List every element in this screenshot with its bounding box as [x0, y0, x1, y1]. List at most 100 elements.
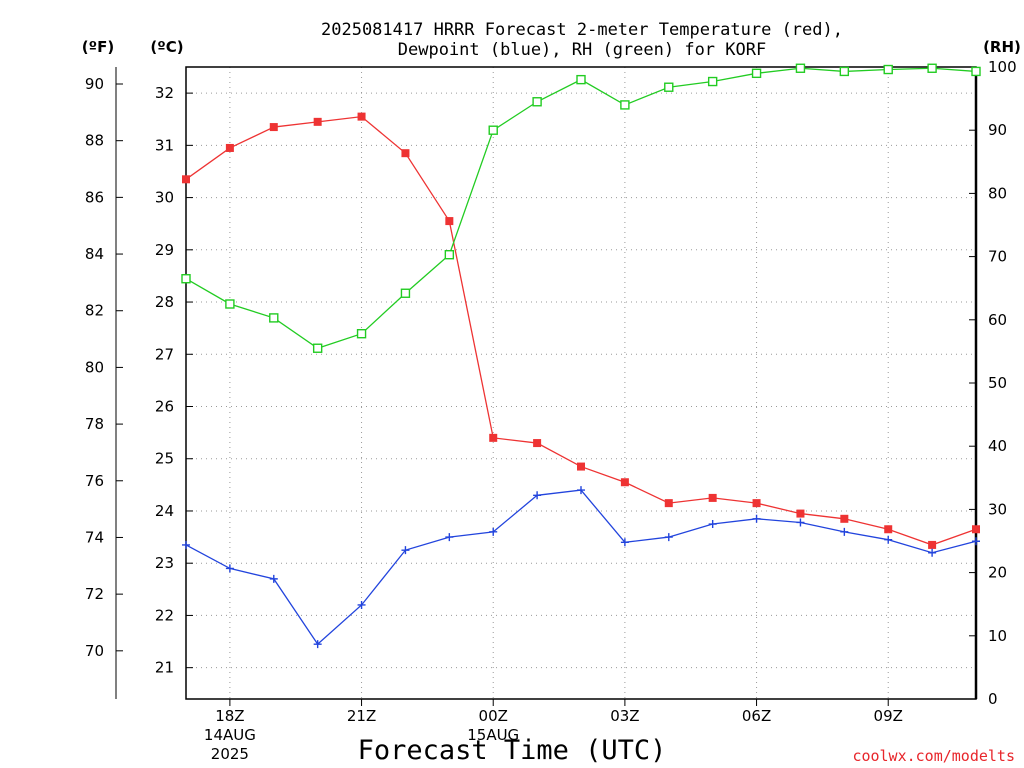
rh-point: [664, 82, 674, 92]
rh-point: [488, 125, 498, 135]
fahrenheit-tick-label: 78: [85, 415, 104, 433]
rh-point: [269, 313, 279, 323]
celsius-tick-label: 23: [155, 554, 174, 572]
chart-title: 2025081417 HRRR Forecast 2-meter Tempera…: [321, 20, 843, 60]
dewpoint-point: [752, 514, 761, 523]
temperature-point: [313, 117, 322, 126]
fahrenheit-tick-label: 88: [85, 132, 104, 150]
x-tick-label: 15AUG: [467, 726, 519, 744]
rh-tick-label: 90: [988, 121, 1007, 139]
dewpoint-point: [182, 540, 190, 549]
celsius-tick-label: 31: [155, 136, 174, 154]
rh-tick-label: 30: [988, 500, 1007, 518]
temperature-point: [840, 514, 849, 523]
celsius-tick-label: 29: [155, 241, 174, 259]
temperature-point: [401, 149, 410, 158]
series: [181, 63, 981, 649]
rh-point: [883, 64, 893, 75]
temperature-point: [225, 143, 234, 152]
x-tick-label: 09Z: [874, 707, 903, 725]
fahrenheit-unit-label: (ºF): [82, 38, 114, 56]
rh-point: [356, 329, 367, 339]
rh-tick-label: 10: [988, 627, 1007, 645]
dewpoint-point: [577, 486, 585, 495]
celsius-tick-label: 21: [155, 659, 174, 677]
rh-tick-label: 70: [988, 248, 1007, 266]
celsius-tick-label: 25: [155, 450, 174, 468]
temperature-point: [664, 499, 673, 508]
celsius-tick-label: 27: [155, 345, 174, 363]
rh-tick-label: 0: [988, 690, 998, 708]
rh-line: [185, 67, 977, 349]
celsius-tick-label: 24: [155, 502, 174, 520]
dewpoint-point: [796, 518, 805, 527]
rh-tick-label: 50: [988, 374, 1007, 392]
rh-tick-label: 80: [988, 184, 1007, 202]
dewpoint-point: [445, 533, 454, 542]
rh-point: [971, 66, 981, 77]
temperature-point: [533, 439, 542, 448]
dewpoint-point: [884, 535, 893, 544]
fahrenheit-tick-label: 90: [85, 75, 104, 93]
plot-frame: [185, 66, 977, 700]
rh-point: [400, 288, 411, 298]
rh-point: [181, 274, 191, 284]
x-tick-label: 21Z: [347, 707, 376, 725]
grid: [186, 67, 976, 699]
temperature-point: [796, 509, 805, 518]
dewpoint-point: [928, 548, 937, 557]
x-tick-label: 00Z: [479, 707, 508, 725]
rh-tick-label: 40: [988, 437, 1007, 455]
celsius-tick-label: 30: [155, 189, 174, 207]
rh-point: [225, 299, 235, 309]
temperature-point: [928, 540, 937, 549]
fahrenheit-tick-label: 82: [85, 302, 104, 320]
dewpoint-point: [533, 491, 542, 500]
dewpoint-point: [840, 527, 849, 536]
fahrenheit-tick-label: 84: [85, 245, 104, 263]
dewpoint-point: [664, 533, 673, 542]
x-tick-label: 03Z: [610, 707, 639, 725]
temperature-point: [752, 499, 761, 508]
rh-point: [839, 66, 850, 77]
dewpoint-point: [357, 600, 366, 609]
chart-title-line-2: Dewpoint (blue), RH (green) for KORF: [398, 40, 766, 60]
chart-title-line-1: 2025081417 HRRR Forecast 2-meter Tempera…: [321, 20, 843, 40]
rh-unit-label: (RH): [983, 38, 1021, 56]
rh-point: [620, 100, 630, 110]
credit-text: coolwx.com/modelts: [852, 747, 1015, 765]
x-tick-label: 06Z: [742, 707, 771, 725]
rh-point: [532, 97, 542, 107]
dewpoint-point: [972, 537, 980, 546]
celsius-tick-label: 28: [155, 293, 174, 311]
temperature-point: [445, 217, 454, 226]
celsius-tick-label: 22: [155, 606, 174, 624]
temperature-point: [972, 525, 980, 534]
temperature-point: [708, 493, 717, 502]
temperature-point: [577, 462, 585, 471]
rh-tick-label: 60: [988, 311, 1007, 329]
dewpoint-point: [269, 574, 278, 583]
temperature-point: [620, 478, 629, 487]
dewpoint-point: [708, 520, 717, 529]
dewpoint-point: [620, 538, 629, 547]
temperature-point: [182, 175, 190, 184]
rh-point: [312, 343, 323, 353]
fahrenheit-tick-label: 76: [85, 472, 104, 490]
temperature-point: [489, 433, 498, 442]
celsius-tick-label: 32: [155, 84, 174, 102]
temperature-point: [269, 123, 278, 132]
dewpoint-point: [313, 640, 322, 649]
celsius-unit-label: (ºC): [150, 38, 183, 56]
fahrenheit-tick-label: 86: [85, 188, 104, 206]
rh-point: [707, 76, 718, 87]
rh-point: [751, 68, 762, 79]
fahrenheit-tick-label: 72: [85, 585, 104, 603]
rh-point: [576, 74, 586, 85]
temperature-line: [185, 115, 977, 546]
x-tick-label: 2025: [211, 745, 249, 763]
rh-point: [444, 250, 455, 260]
rh-point: [927, 63, 937, 73]
fahrenheit-tick-label: 70: [85, 642, 104, 660]
